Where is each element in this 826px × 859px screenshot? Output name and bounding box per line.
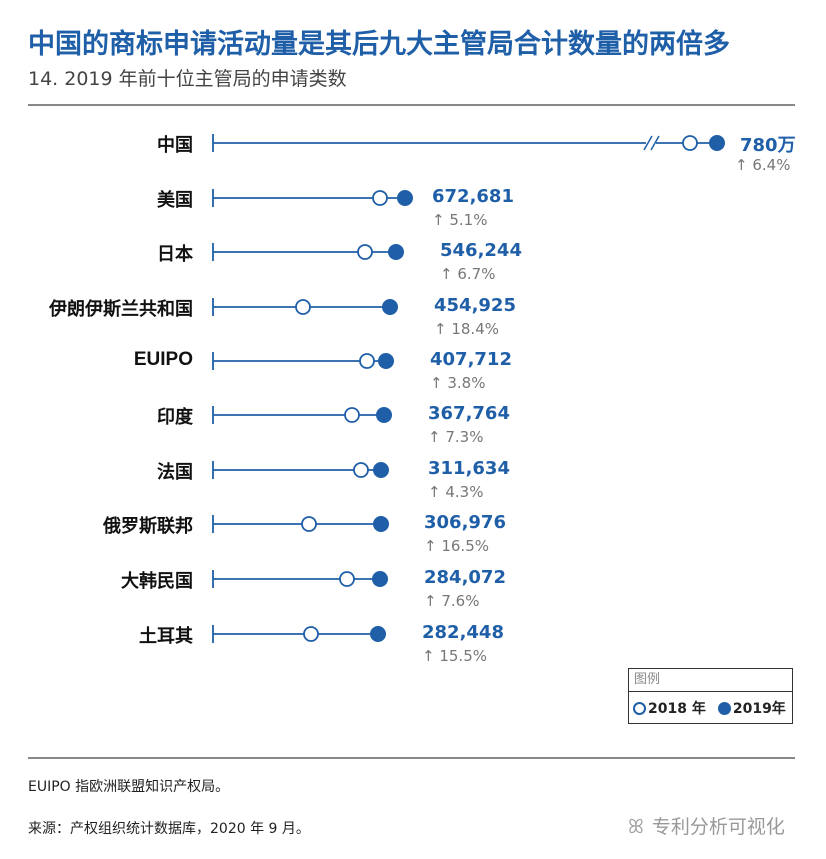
category-label: 俄罗斯联邦	[103, 516, 193, 537]
dot-2018	[344, 407, 360, 423]
value-label: 284,072	[424, 567, 506, 588]
value-label: 282,448	[422, 622, 504, 643]
category-label: 伊朗伊斯兰共和国	[49, 299, 193, 320]
growth-label: ↑ 3.8%	[430, 374, 486, 392]
dot-2018	[353, 462, 369, 478]
watermark: ꕤ 专利分析可视化	[628, 812, 785, 839]
value-label: 546,244	[440, 240, 522, 261]
dot-2018	[682, 135, 698, 151]
dot-2019	[397, 190, 413, 206]
value-label: 454,925	[434, 295, 516, 316]
growth-label: ↑ 16.5%	[424, 537, 489, 555]
legend: 图例 2018 年 2019年	[628, 668, 793, 724]
axis-break-mark	[643, 135, 653, 151]
growth-label: ↑ 6.7%	[440, 265, 496, 283]
category-label: 土耳其	[139, 626, 193, 647]
growth-label: ↑ 4.3%	[428, 483, 484, 501]
dot-2018	[295, 299, 311, 315]
legend-title: 图例	[629, 669, 792, 692]
dot-2018	[303, 626, 319, 642]
growth-label: ↑ 6.4%	[735, 156, 791, 174]
dot-2019	[382, 299, 398, 315]
dot-2018	[339, 571, 355, 587]
dot-2019	[372, 571, 388, 587]
dot-2019	[388, 244, 404, 260]
category-label: 大韩民国	[121, 571, 193, 592]
value-label: 407,712	[430, 349, 512, 370]
growth-label: ↑ 5.1%	[432, 211, 488, 229]
dot-2018	[359, 353, 375, 369]
dot-2019	[373, 462, 389, 478]
growth-label: ↑ 18.4%	[434, 320, 499, 338]
hollow-circle-icon	[633, 701, 646, 715]
value-label: 780万	[740, 135, 796, 156]
wechat-icon: ꕤ	[628, 816, 644, 838]
growth-label: ↑ 7.6%	[424, 592, 480, 610]
footnote-source: 来源：产权组织统计数据库，2020 年 9 月。	[28, 821, 310, 837]
value-label: 367,764	[428, 403, 510, 424]
filled-circle-icon	[717, 701, 731, 715]
watermark-text: 专利分析可视化	[651, 816, 785, 838]
chart-subtitle: 14. 2019 年前十位主管局的申请类数	[28, 68, 347, 90]
value-label: 306,976	[424, 512, 506, 533]
footnote-euipo: EUIPO 指欧洲联盟知识产权局。	[28, 779, 230, 795]
category-label: 日本	[157, 244, 193, 265]
category-label: EUIPO	[133, 349, 193, 370]
chart-title: 中国的商标申请活动量是其后九大主管局合计数量的两倍多	[28, 29, 730, 60]
category-label: 印度	[157, 407, 193, 428]
growth-label: ↑ 15.5%	[422, 647, 487, 665]
bottom-divider	[28, 757, 795, 759]
dot-2019	[709, 135, 725, 151]
dot-2019	[376, 407, 392, 423]
growth-label: ↑ 7.3%	[428, 428, 484, 446]
dot-2019	[373, 516, 389, 532]
dot-2018	[372, 190, 388, 206]
legend-2018: 2018 年	[648, 701, 706, 717]
legend-2019: 2019年	[732, 701, 786, 717]
category-label: 中国	[157, 135, 193, 156]
dot-2018	[301, 516, 317, 532]
axis-break-mark	[650, 135, 660, 151]
value-label: 672,681	[432, 186, 514, 207]
category-label: 法国	[157, 462, 193, 483]
dot-2019	[378, 353, 394, 369]
dot-2018	[357, 244, 373, 260]
value-label: 311,634	[428, 458, 510, 479]
dot-2019	[370, 626, 386, 642]
top-divider	[28, 104, 795, 106]
category-label: 美国	[157, 190, 193, 211]
